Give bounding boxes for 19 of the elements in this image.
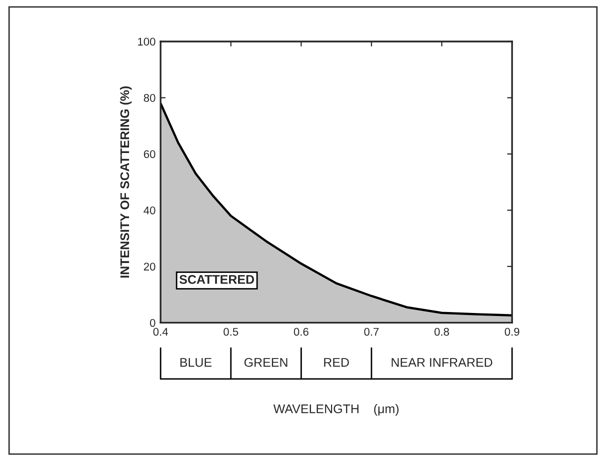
- y-tick-label: 20: [144, 262, 156, 271]
- x-tick-label: 0.5: [224, 328, 238, 336]
- x-tick-label: 0.7: [364, 328, 379, 336]
- y-tick-label: 80: [144, 94, 156, 102]
- x-tick-label: 0.9: [504, 328, 520, 336]
- y-tick-label: 40: [144, 206, 156, 214]
- x-tick-label: 0.4: [153, 328, 168, 336]
- text: WAVELENGTH (μm): [273, 404, 399, 416]
- text: NEAR INFRARED: [392, 358, 492, 367]
- y-tick-label: 60: [144, 150, 156, 158]
- y-tick-label: 0: [150, 318, 156, 327]
- y-tick-label: 100: [138, 38, 156, 46]
- text: BLUE: [180, 358, 212, 367]
- x-tick-label: 0.6: [294, 328, 308, 336]
- y-axis-title: INTENSITY OF SCATTERING (%): [120, 86, 132, 278]
- x-tick-label: 0.8: [434, 328, 450, 336]
- annotation: SCATTERED: [179, 275, 254, 284]
- text: RED: [324, 358, 349, 367]
- text: GREEN: [244, 358, 288, 367]
